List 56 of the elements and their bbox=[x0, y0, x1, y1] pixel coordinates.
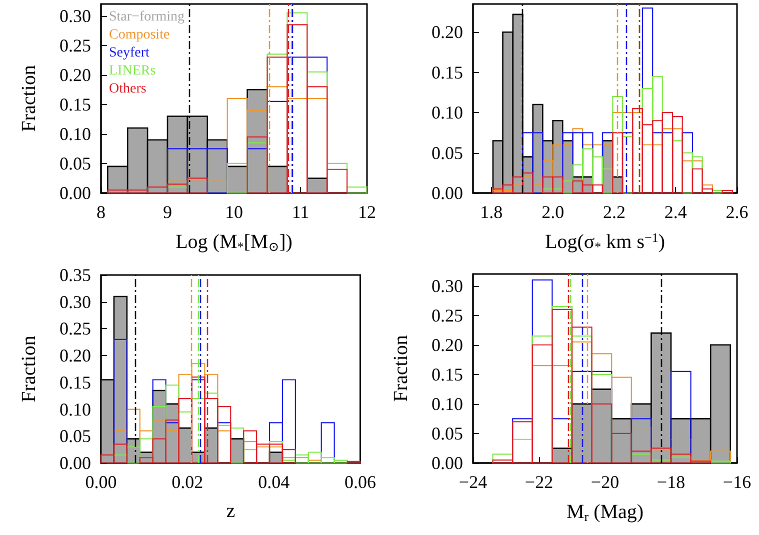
y-tick-label: 0.20 bbox=[432, 334, 463, 355]
text: LINERs bbox=[109, 64, 156, 78]
y-tick-label: 0.30 bbox=[60, 6, 91, 26]
x-tick-label: 8 bbox=[96, 202, 106, 222]
y-tick-label: 0.20 bbox=[60, 346, 91, 366]
y-tick-label: 0.20 bbox=[432, 22, 463, 42]
y-tick-label: 0.15 bbox=[432, 364, 463, 384]
y-tick-label: 0.05 bbox=[60, 426, 91, 446]
y-axis-title: Fraction bbox=[18, 65, 40, 132]
y-tick-label: 0.25 bbox=[60, 35, 91, 56]
x-tick-label: 2.4 bbox=[664, 202, 687, 222]
y-tick-label: 0.05 bbox=[60, 153, 91, 174]
y-tick-label: 0.25 bbox=[60, 318, 91, 339]
x-tick-label: −16 bbox=[722, 472, 752, 492]
y-tick-label: 0.30 bbox=[60, 292, 91, 312]
x-tick-label: 9 bbox=[163, 202, 172, 222]
x-tick-label: 10 bbox=[225, 202, 243, 222]
x-axis-title: z bbox=[226, 500, 236, 522]
y-tick-label: 0.10 bbox=[60, 399, 91, 420]
x-tick-label: 1.8 bbox=[480, 202, 503, 222]
y-tick-label: 0.15 bbox=[60, 94, 91, 114]
y-tick-label: 0.10 bbox=[432, 102, 463, 123]
y-tick-label: 0.00 bbox=[60, 453, 91, 473]
x-tick-label: 0.02 bbox=[172, 472, 204, 492]
text: Seyfert bbox=[109, 46, 150, 60]
y-tick-label: 0.00 bbox=[432, 183, 463, 203]
y-tick-label: 0.35 bbox=[60, 265, 91, 285]
text: Others bbox=[109, 82, 146, 96]
x-tick-label: −24 bbox=[458, 472, 488, 492]
text: Star−forming bbox=[109, 10, 185, 24]
x-axis-title: Log (M*[M⊙]) bbox=[176, 231, 292, 254]
x-tick-label: 0.04 bbox=[258, 472, 290, 492]
x-tick-label: 12 bbox=[358, 202, 376, 222]
y-tick-label: 0.15 bbox=[60, 372, 91, 392]
x-tick-label: 0.00 bbox=[85, 472, 117, 492]
y-tick-label: 0.05 bbox=[432, 423, 463, 444]
y-axis-title: Fraction bbox=[18, 336, 40, 402]
y-tick-label: 0.00 bbox=[432, 453, 463, 473]
text: Composite bbox=[109, 28, 170, 42]
x-tick-label: 0.06 bbox=[344, 472, 376, 492]
y-tick-label: 0.00 bbox=[60, 183, 91, 203]
x-tick-label: −20 bbox=[590, 472, 620, 492]
x-tick-label: 11 bbox=[292, 202, 310, 222]
y-tick-label: 0.25 bbox=[432, 305, 463, 326]
x-tick-label: 2.6 bbox=[726, 202, 748, 222]
y-tick-label: 0.10 bbox=[60, 124, 91, 144]
y-tick-label: 0.10 bbox=[432, 394, 463, 414]
y-tick-label: 0.30 bbox=[432, 276, 463, 296]
x-tick-label: −18 bbox=[656, 472, 686, 492]
x-tick-label: 2.0 bbox=[542, 202, 564, 222]
x-tick-label: 2.2 bbox=[602, 202, 626, 222]
y-tick-label: 0.20 bbox=[60, 64, 91, 85]
y-axis-title: Fraction bbox=[390, 335, 412, 402]
y-tick-label: 0.05 bbox=[432, 142, 463, 163]
x-tick-label: −22 bbox=[524, 472, 554, 492]
y-tick-label: 0.15 bbox=[432, 62, 463, 82]
